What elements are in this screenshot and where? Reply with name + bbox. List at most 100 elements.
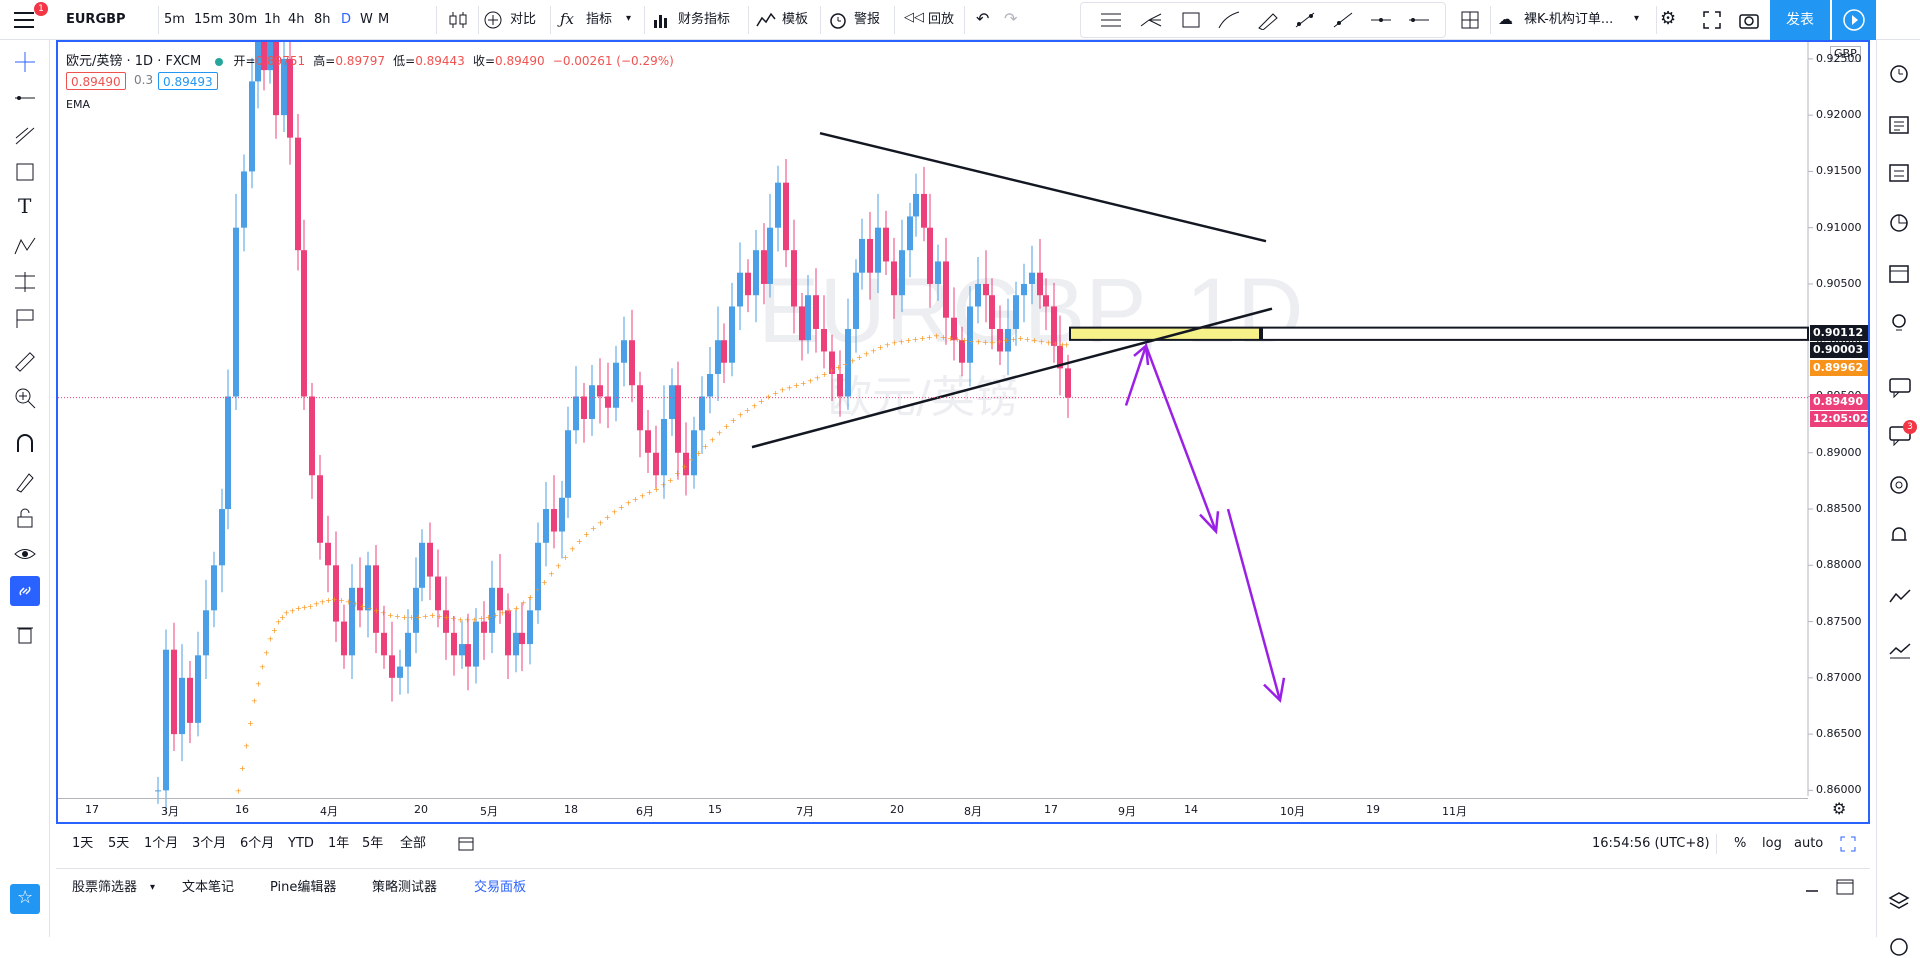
- lock-pencil-icon[interactable]: [13, 470, 37, 494]
- candle[interactable]: [565, 406, 571, 519]
- candle[interactable]: [799, 292, 805, 361]
- candle[interactable]: [389, 621, 395, 702]
- candle[interactable]: [927, 193, 933, 308]
- price-axis[interactable]: 0.92500 0.92000 0.91500 0.91000 0.90500 0.900…: [1808, 42, 1868, 796]
- candle[interactable]: [365, 551, 371, 638]
- publish-button[interactable]: 发表: [1770, 0, 1830, 40]
- ruler-icon[interactable]: [13, 350, 37, 374]
- candle[interactable]: [419, 529, 425, 602]
- legend-title[interactable]: 欧元/英镑 · 1D · FXCM 开=0.89751 高=0.89797 低=…: [66, 50, 674, 69]
- auto-toggle[interactable]: auto: [1794, 836, 1824, 851]
- trash-icon[interactable]: [13, 622, 37, 646]
- candle[interactable]: [381, 605, 387, 669]
- candle[interactable]: [519, 602, 525, 672]
- log-toggle[interactable]: log: [1762, 836, 1782, 851]
- candle[interactable]: [997, 305, 1003, 365]
- candle[interactable]: [737, 242, 743, 331]
- candle[interactable]: [821, 295, 827, 369]
- candle[interactable]: [775, 165, 781, 252]
- candle[interactable]: [707, 346, 713, 414]
- candle[interactable]: [255, 42, 261, 109]
- trend-line-icon[interactable]: [13, 86, 37, 110]
- templates-button[interactable]: 模板: [756, 0, 816, 40]
- gear-icon[interactable]: ⚙: [1660, 8, 1677, 29]
- upper-trend-line[interactable]: [819, 131, 1267, 243]
- range-7[interactable]: 5年: [362, 836, 384, 851]
- candle[interactable]: [1005, 298, 1011, 376]
- main-menu-button[interactable]: [14, 12, 34, 28]
- lower-trend-line[interactable]: [751, 307, 1273, 449]
- candle[interactable]: [959, 326, 965, 377]
- crosshair-icon[interactable]: [13, 50, 37, 74]
- candle[interactable]: [543, 482, 549, 567]
- indicators-button[interactable]: ƒx 指标 ▾: [560, 0, 640, 40]
- candle[interactable]: [699, 376, 705, 454]
- candle[interactable]: [907, 202, 913, 278]
- candle[interactable]: [301, 219, 307, 410]
- flag-icon[interactable]: [13, 306, 37, 330]
- candle[interactable]: [1065, 354, 1071, 418]
- pattern-icon[interactable]: [13, 234, 37, 258]
- candle[interactable]: [683, 422, 689, 496]
- scripts-icon[interactable]: [1888, 638, 1912, 660]
- layers-icon[interactable]: [1888, 890, 1910, 912]
- range-1[interactable]: 5天: [108, 836, 130, 851]
- candle[interactable]: [195, 631, 201, 737]
- supply-zone-box[interactable]: [1069, 326, 1261, 341]
- candle[interactable]: [481, 601, 487, 660]
- time-axis[interactable]: 17 3月 16 4月 20 5月 18 6月 15 7月 20 8月 17 9月 14 10月 19 11月: [58, 798, 1808, 823]
- candle[interactable]: [473, 608, 479, 684]
- candle[interactable]: [975, 256, 981, 324]
- play-button[interactable]: [1832, 0, 1876, 40]
- magnet-icon[interactable]: [13, 432, 37, 456]
- range-3[interactable]: 3个月: [192, 836, 227, 851]
- candle[interactable]: [179, 644, 185, 762]
- list-icon[interactable]: [1888, 162, 1910, 184]
- zoom-in-icon[interactable]: [13, 386, 37, 410]
- help-icon[interactable]: [1888, 936, 1910, 958]
- replay-button[interactable]: ◁◁ 回放: [904, 0, 964, 40]
- candle[interactable]: [715, 306, 721, 401]
- candle[interactable]: [287, 42, 293, 165]
- candle[interactable]: [333, 531, 339, 642]
- candle[interactable]: [341, 604, 347, 669]
- candle[interactable]: [397, 649, 403, 695]
- undo-icon[interactable]: ↶: [976, 9, 990, 28]
- range-6[interactable]: 1年: [328, 836, 350, 851]
- fullscreen-icon[interactable]: [1702, 10, 1722, 30]
- panel-tab-0[interactable]: 股票筛选器: [72, 880, 138, 895]
- candle[interactable]: [451, 615, 457, 676]
- candle[interactable]: [791, 219, 797, 334]
- panel-tab-1[interactable]: 文本笔记: [182, 880, 235, 895]
- chat-icon[interactable]: [1888, 376, 1912, 398]
- chart-settings-gear-icon[interactable]: ⚙: [1832, 799, 1847, 818]
- fib-icon[interactable]: [13, 124, 37, 148]
- candle[interactable]: [989, 278, 995, 350]
- interval-D[interactable]: D: [341, 12, 352, 27]
- candle[interactable]: [211, 551, 217, 628]
- candle[interactable]: [317, 455, 323, 560]
- percent-toggle[interactable]: %: [1734, 836, 1747, 851]
- candle[interactable]: [745, 259, 751, 313]
- candle[interactable]: [535, 522, 541, 624]
- interval-1h[interactable]: 1h: [264, 12, 281, 27]
- candle[interactable]: [935, 244, 941, 301]
- candle[interactable]: [859, 218, 865, 290]
- watchlist-clock-icon[interactable]: [1888, 62, 1910, 84]
- alert-button[interactable]: 警报: [828, 0, 888, 40]
- candle[interactable]: [867, 211, 873, 300]
- candle[interactable]: [597, 358, 603, 424]
- pie-chart-icon[interactable]: [1888, 212, 1910, 234]
- interval-W[interactable]: W: [360, 12, 373, 27]
- support-icon[interactable]: [1888, 474, 1910, 496]
- candle[interactable]: [829, 334, 835, 401]
- candle[interactable]: [357, 557, 363, 628]
- candle[interactable]: [497, 554, 503, 624]
- range-2[interactable]: 1个月: [144, 836, 179, 851]
- candle[interactable]: [325, 515, 331, 593]
- calendar-icon[interactable]: [1888, 262, 1910, 284]
- candle[interactable]: [489, 560, 495, 654]
- maximize-icon[interactable]: [1836, 879, 1854, 895]
- candle[interactable]: [943, 237, 949, 345]
